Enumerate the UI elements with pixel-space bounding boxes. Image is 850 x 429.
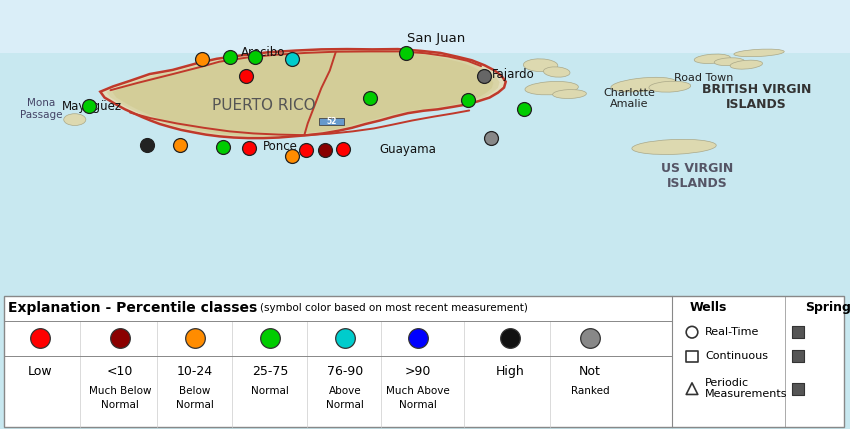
Text: Periodic
Measurements: Periodic Measurements: [705, 378, 787, 399]
Point: [363, 95, 377, 102]
Text: Guayama: Guayama: [380, 143, 436, 157]
Ellipse shape: [611, 77, 676, 92]
Ellipse shape: [64, 114, 86, 125]
Text: BRITISH VIRGIN
ISLANDS: BRITISH VIRGIN ISLANDS: [702, 83, 811, 111]
Text: Normal: Normal: [101, 400, 139, 410]
Text: PUERTO RICO: PUERTO RICO: [212, 98, 315, 113]
Text: 10-24: 10-24: [177, 365, 213, 378]
Point: [411, 335, 425, 341]
Text: 52: 52: [326, 117, 337, 126]
Point: [285, 152, 298, 159]
Ellipse shape: [734, 49, 785, 57]
Point: [173, 142, 187, 149]
Text: Charlotte
Amalie: Charlotte Amalie: [603, 88, 655, 109]
Point: [685, 329, 699, 335]
Point: [196, 55, 209, 62]
Point: [242, 145, 256, 152]
Point: [338, 335, 352, 341]
Point: [299, 147, 313, 154]
FancyBboxPatch shape: [319, 118, 344, 125]
Point: [400, 49, 413, 56]
Polygon shape: [106, 51, 500, 137]
Point: [685, 385, 699, 392]
Ellipse shape: [649, 81, 691, 92]
Ellipse shape: [552, 90, 586, 99]
Text: Normal: Normal: [176, 400, 214, 410]
FancyBboxPatch shape: [4, 296, 844, 427]
FancyBboxPatch shape: [0, 0, 850, 53]
Text: US VIRGIN
ISLANDS: US VIRGIN ISLANDS: [661, 162, 733, 190]
Text: Much Above: Much Above: [386, 386, 450, 396]
Point: [223, 54, 236, 61]
Point: [337, 146, 350, 153]
Text: Wells: Wells: [690, 302, 728, 314]
Text: <10: <10: [107, 365, 133, 378]
Text: Much Below: Much Below: [88, 386, 151, 396]
Polygon shape: [100, 49, 506, 138]
Point: [503, 335, 517, 341]
Ellipse shape: [543, 67, 570, 77]
Text: Arecibo: Arecibo: [241, 46, 286, 59]
Text: Low: Low: [28, 365, 53, 378]
Text: Mona
Passage: Mona Passage: [20, 98, 62, 120]
Point: [285, 55, 298, 62]
Ellipse shape: [730, 60, 762, 69]
Point: [188, 335, 201, 341]
Text: Normal: Normal: [326, 400, 364, 410]
Text: San Juan: San Juan: [407, 32, 465, 45]
Text: Normal: Normal: [251, 386, 289, 396]
Text: Fajardo: Fajardo: [492, 69, 535, 82]
Ellipse shape: [524, 59, 558, 72]
Text: Above: Above: [329, 386, 361, 396]
Text: Springs: Springs: [805, 302, 850, 314]
Point: [461, 97, 474, 103]
Text: >90: >90: [405, 365, 431, 378]
Point: [82, 103, 96, 110]
Point: [791, 329, 805, 335]
Point: [318, 147, 332, 154]
Text: Below: Below: [179, 386, 211, 396]
Point: [484, 135, 498, 142]
Point: [685, 353, 699, 360]
Point: [264, 335, 277, 341]
Text: Continuous: Continuous: [705, 351, 768, 361]
Point: [478, 73, 491, 80]
Text: Ponce: Ponce: [263, 140, 298, 154]
Point: [248, 54, 262, 61]
Ellipse shape: [632, 139, 717, 154]
Text: Road Town: Road Town: [674, 73, 734, 83]
Point: [791, 385, 805, 392]
Text: (symbol color based on most recent measurement): (symbol color based on most recent measu…: [260, 303, 528, 313]
Point: [140, 142, 154, 149]
Text: Explanation - Percentile classes: Explanation - Percentile classes: [8, 301, 258, 315]
Text: Normal: Normal: [399, 400, 437, 410]
Text: Not: Not: [579, 365, 601, 378]
Point: [583, 335, 597, 341]
Text: 25-75: 25-75: [252, 365, 288, 378]
Ellipse shape: [525, 82, 578, 95]
Text: 76-90: 76-90: [327, 365, 363, 378]
Point: [240, 73, 253, 80]
Ellipse shape: [694, 54, 730, 63]
Point: [113, 335, 127, 341]
Text: Ranked: Ranked: [570, 386, 609, 396]
Ellipse shape: [714, 58, 745, 66]
Point: [216, 143, 230, 151]
Point: [33, 335, 47, 341]
Text: High: High: [496, 365, 524, 378]
Point: [791, 353, 805, 360]
Text: Real-Time: Real-Time: [705, 327, 759, 337]
Polygon shape: [112, 52, 494, 136]
Point: [518, 105, 531, 112]
Text: Mayagüez: Mayagüez: [62, 100, 122, 113]
